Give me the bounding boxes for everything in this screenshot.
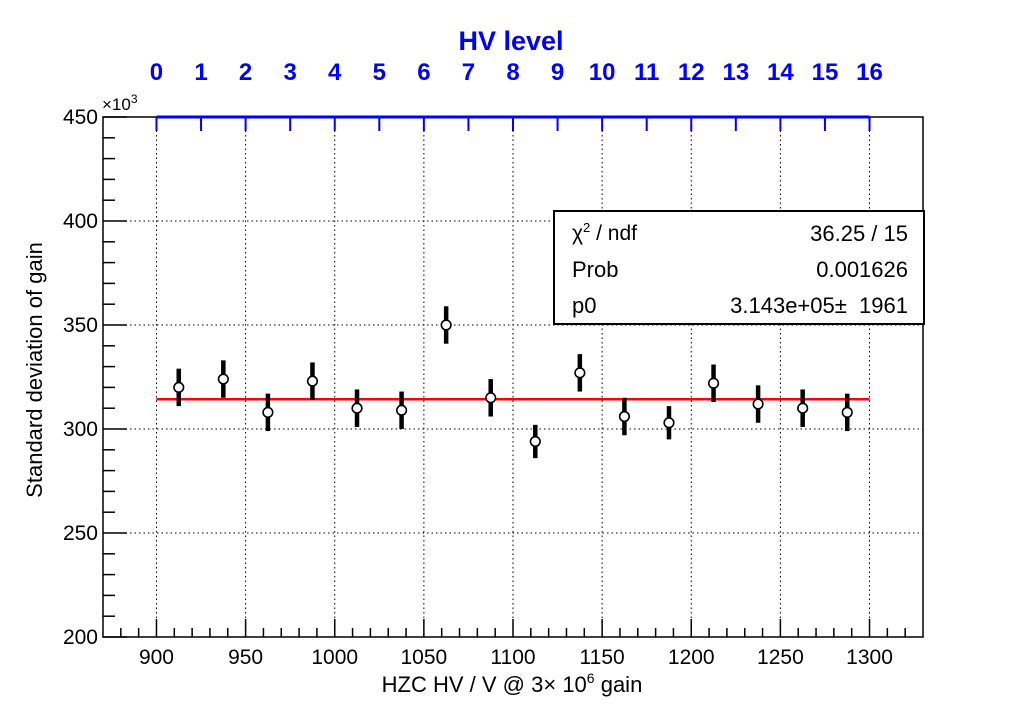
data-marker bbox=[395, 404, 408, 416]
y-axis-title: Standard deviation of gain bbox=[22, 242, 47, 498]
stats-label-chi2: χ2 / ndf bbox=[572, 220, 637, 245]
data-marker bbox=[529, 435, 541, 448]
top-axis-tick-label: 13 bbox=[722, 59, 749, 86]
x-tick-label: 950 bbox=[228, 646, 263, 669]
grid bbox=[103, 117, 923, 637]
data-point bbox=[529, 424, 541, 459]
x-tick-label: 1150 bbox=[580, 646, 625, 669]
stats-label-p0: p0 bbox=[572, 293, 596, 318]
data-marker bbox=[618, 410, 631, 423]
data-marker bbox=[217, 373, 229, 385]
y-axis: 200 250 300 350 400 450 bbox=[63, 106, 127, 649]
data-marker bbox=[485, 392, 497, 404]
top-axis-tick-label: 11 bbox=[634, 59, 659, 86]
data-point bbox=[440, 306, 452, 344]
data-points bbox=[173, 306, 853, 459]
top-axis-tick-label: 8 bbox=[506, 59, 519, 86]
data-marker bbox=[262, 406, 274, 418]
data-marker bbox=[707, 377, 720, 389]
top-axis-tick-label: 6 bbox=[417, 59, 430, 86]
x-tick-label: 1200 bbox=[668, 646, 715, 669]
stats-box-frame bbox=[553, 210, 925, 325]
stats-value-prob: 0.001626 bbox=[816, 257, 908, 282]
data-marker bbox=[663, 417, 675, 429]
top-axis-tick-label: 7 bbox=[462, 59, 475, 86]
top-axis-tick-label: 3 bbox=[283, 59, 296, 86]
data-point bbox=[173, 368, 185, 407]
x-title-suffix: gain bbox=[595, 672, 643, 697]
x-tick-label: 1100 bbox=[490, 646, 535, 669]
data-point bbox=[663, 406, 675, 440]
top-axis-tick-label: 12 bbox=[678, 59, 705, 86]
x-tick-label: 1250 bbox=[757, 646, 804, 669]
y-tick-label: 350 bbox=[63, 314, 98, 337]
x-tick-label: 1050 bbox=[401, 646, 448, 669]
x-tick-label: 1300 bbox=[846, 646, 893, 669]
y-multiplier-exp: 3 bbox=[131, 92, 138, 106]
top-axis: 0 1 2 3 4 5 6 7 8 9 10 11 12 13 14 15 16 bbox=[150, 59, 883, 131]
top-axis-tick-label: 4 bbox=[328, 59, 342, 86]
stats-value-p0: 3.143e+05± 1961 bbox=[730, 293, 908, 318]
data-point bbox=[485, 379, 497, 417]
top-axis-tick-label: 16 bbox=[856, 59, 883, 86]
y-tick-label: 250 bbox=[63, 522, 98, 545]
y-axis-multiplier: ×103 bbox=[102, 92, 138, 114]
data-point bbox=[752, 385, 764, 423]
data-point bbox=[841, 393, 853, 432]
x-axis-title: HZC HV / V @ 3× 106 gain bbox=[382, 670, 643, 697]
data-point bbox=[217, 360, 229, 398]
data-marker bbox=[173, 381, 185, 394]
data-point bbox=[351, 389, 363, 427]
top-axis-tick-label: 5 bbox=[373, 59, 386, 86]
data-point bbox=[306, 362, 319, 400]
fit-stats-box: χ2 / ndf 36.25 / 15 Prob 0.001626 p0 3.1… bbox=[553, 210, 925, 325]
data-point bbox=[395, 391, 408, 429]
data-point bbox=[707, 364, 720, 402]
top-axis-tick-label: 9 bbox=[551, 59, 564, 86]
x-axis: 900 950 1000 1050 1100 1150 1200 1250 1300 bbox=[120, 619, 906, 669]
top-axis-tick-label: 15 bbox=[812, 59, 839, 86]
top-axis-title: HV level bbox=[458, 26, 563, 56]
data-marker bbox=[797, 402, 809, 414]
y-tick-label: 300 bbox=[63, 418, 98, 441]
data-marker bbox=[351, 402, 363, 414]
top-axis-tick-label: 0 bbox=[150, 59, 163, 86]
stats-value-chi2: 36.25 / 15 bbox=[810, 221, 908, 246]
data-marker bbox=[841, 406, 853, 418]
y-multiplier-base: ×10 bbox=[102, 95, 131, 114]
x-title-prefix: HZC HV / V @ 3× 10 bbox=[382, 672, 587, 697]
x-tick-label: 900 bbox=[139, 646, 174, 669]
top-axis-tick-label: 1 bbox=[194, 59, 207, 86]
x-title-sup: 6 bbox=[587, 670, 595, 686]
data-marker bbox=[440, 319, 452, 331]
y-tick-label: 200 bbox=[63, 626, 98, 649]
stats-label-prob: Prob bbox=[572, 257, 618, 282]
data-point bbox=[797, 389, 809, 427]
data-point bbox=[262, 393, 274, 432]
top-axis-tick-label: 2 bbox=[239, 59, 252, 86]
data-marker bbox=[752, 398, 764, 410]
data-point bbox=[574, 354, 586, 392]
y-tick-label: 450 bbox=[63, 106, 98, 129]
data-marker bbox=[306, 375, 319, 387]
top-axis-tick-label: 10 bbox=[589, 59, 616, 86]
x-tick-label: 1000 bbox=[311, 646, 358, 669]
data-point bbox=[618, 397, 631, 436]
data-marker bbox=[574, 367, 586, 379]
y-tick-label: 400 bbox=[63, 210, 98, 233]
top-axis-tick-label: 14 bbox=[767, 59, 794, 86]
